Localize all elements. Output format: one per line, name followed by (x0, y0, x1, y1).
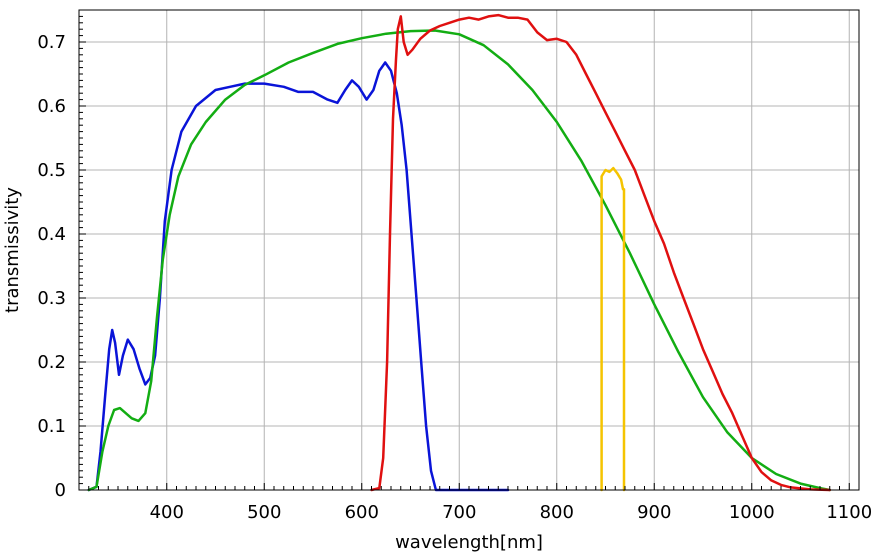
x-tick-label: 700 (442, 502, 476, 523)
series-line-3 (370, 13, 832, 492)
x-tick-label: 1100 (826, 502, 872, 523)
series-line-1 (87, 61, 510, 492)
x-tick-label: 900 (637, 502, 671, 523)
y-tick-label: 0.2 (37, 352, 66, 373)
series-line-4 (600, 166, 626, 492)
x-tick-label: 1000 (729, 502, 775, 523)
y-tick-label: 0.5 (37, 160, 66, 181)
y-tick-label: 0.1 (37, 416, 66, 437)
series-line-2 (87, 29, 832, 492)
grid (79, 10, 859, 491)
x-tick-labels: 400 500 600 700 800 900 1000 1100 (150, 502, 873, 523)
y-tick-label: 0.4 (37, 224, 66, 245)
y-tick-label: 0.3 (37, 288, 66, 309)
series-layer (87, 13, 832, 492)
x-tick-label: 600 (345, 502, 379, 523)
y-tick-label: 0.6 (37, 96, 66, 117)
y-axis-label: transmissivity (2, 187, 23, 313)
x-tick-label: 800 (540, 502, 574, 523)
plot-frame (78, 9, 860, 491)
x-tick-label: 500 (247, 502, 281, 523)
x-axis-label: wavelength[nm] (395, 532, 543, 553)
y-tick-label: 0.7 (37, 32, 66, 53)
y-tick-label: 0 (55, 480, 66, 501)
y-tick-labels: 0 0.1 0.2 0.3 0.4 0.5 0.6 0.7 (37, 32, 66, 501)
x-tick-label: 400 (150, 502, 184, 523)
minor-ticks (79, 9, 850, 491)
